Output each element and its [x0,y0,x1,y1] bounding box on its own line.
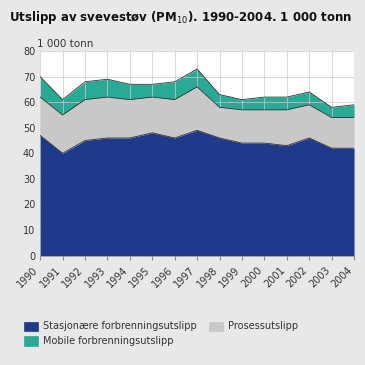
Text: 1 000 tonn: 1 000 tonn [37,39,93,49]
Text: Utslipp av svevestøv (PM$_{10}$). 1990-2004. 1 000 tonn: Utslipp av svevestøv (PM$_{10}$). 1990-2… [9,9,353,26]
Legend: Stasjonære forbrenningsutslipp, Mobile forbrenningsutslipp, Prosessutslipp: Stasjonære forbrenningsutslipp, Mobile f… [20,318,302,350]
